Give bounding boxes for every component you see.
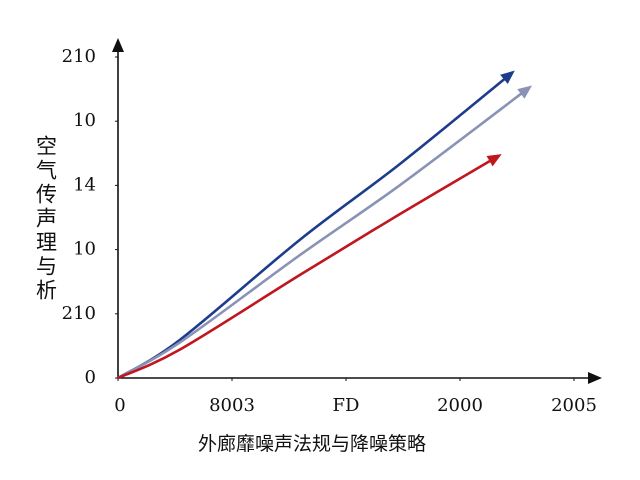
x-axis-arrow	[588, 372, 602, 384]
y-axis-title: 空气传声理与析	[34, 135, 58, 303]
arrowhead	[486, 154, 502, 167]
y-tick-label: 210	[62, 46, 96, 67]
arrowhead	[517, 85, 533, 99]
y-tick-label: 0	[85, 367, 96, 388]
y-axis-arrow	[112, 38, 124, 52]
y-tick-label: 14	[73, 174, 96, 195]
y-tick-label: 210	[62, 303, 96, 324]
y-tick-label: 10	[73, 239, 96, 260]
arrowhead	[500, 70, 515, 85]
y-axis-title-text: 空气传声理与析	[34, 135, 58, 303]
series-line	[117, 88, 529, 380]
y-tick-label: 10	[73, 110, 96, 131]
series-line	[117, 156, 498, 380]
x-tick-label: 2005	[551, 395, 597, 416]
x-axis-title: 外廊靡噪声法规与降噪策略	[198, 433, 426, 455]
x-tick-label: 8003	[209, 395, 255, 416]
x-tick-label: 0	[114, 395, 125, 416]
x-tick-label: 2000	[437, 395, 483, 416]
x-tick-label: FD	[333, 395, 360, 416]
series-line	[117, 73, 511, 380]
